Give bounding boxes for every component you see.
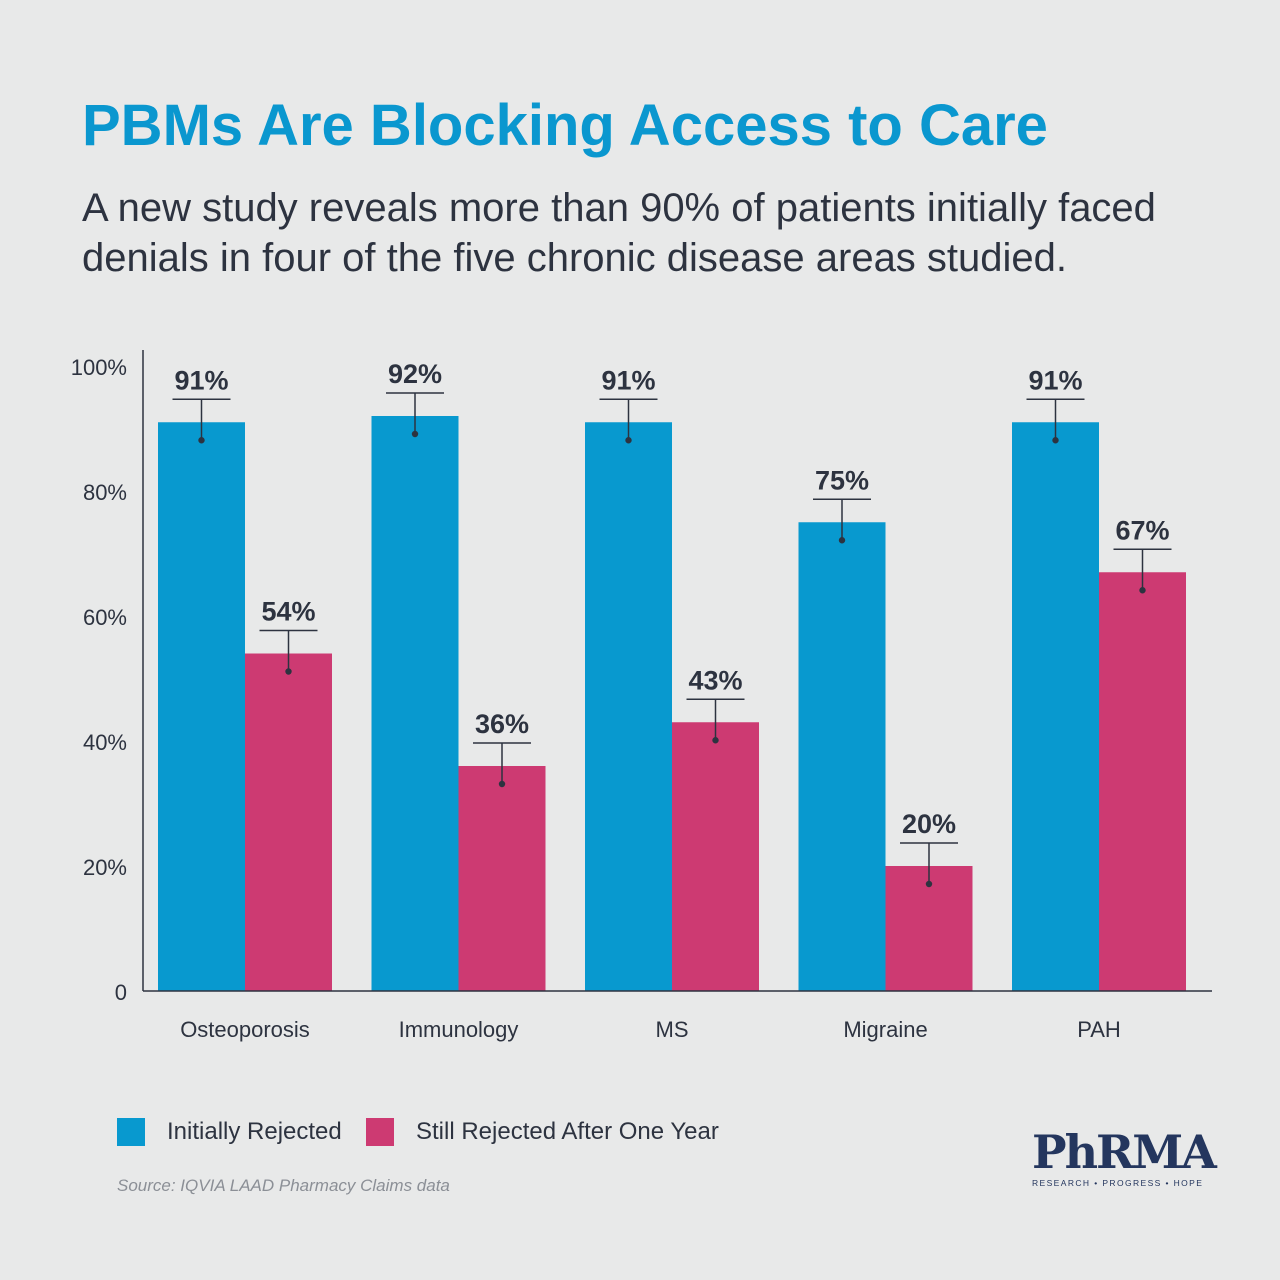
y-tick-label: 20% (83, 855, 127, 880)
bar (1099, 572, 1186, 991)
data-label: 75% (815, 465, 869, 495)
x-tick-label: Immunology (399, 1017, 519, 1042)
data-label: 36% (475, 709, 529, 739)
legend-item-still-rejected: Still Rejected After One Year (366, 1118, 719, 1146)
error-bar-point (1052, 437, 1059, 444)
data-label: 20% (902, 809, 956, 839)
legend-label: Initially Rejected (167, 1118, 342, 1145)
bar (585, 422, 672, 991)
page-title: PBMs Are Blocking Access to Care (82, 93, 1048, 158)
page-subtitle: A new study reveals more than 90% of pat… (82, 186, 1156, 280)
data-label: 91% (1028, 365, 1082, 395)
bar (1012, 422, 1099, 991)
error-bar-point (498, 780, 506, 788)
x-tick-label: Migraine (843, 1017, 927, 1042)
data-label: 91% (174, 365, 228, 395)
logo-tagline: RESEARCH • PROGRESS • HOPE (1032, 1178, 1204, 1188)
error-bar-point (1139, 587, 1146, 594)
data-label: 92% (388, 359, 442, 389)
error-bar-point (925, 880, 933, 888)
data-label: 67% (1115, 515, 1169, 545)
logo-wordmark: PhRMA (1032, 1125, 1217, 1179)
error-bar-point (838, 537, 846, 544)
phrma-logo: PhRMA RESEARCH • PROGRESS • HOPE (1032, 1125, 1217, 1188)
y-tick-label: 60% (83, 605, 127, 630)
error-bar-point (411, 430, 419, 438)
y-tick-label: 100% (71, 355, 127, 380)
x-tick-label: Osteoporosis (180, 1017, 310, 1042)
y-tick-label: 40% (83, 730, 127, 755)
x-tick-label: MS (656, 1017, 689, 1042)
error-bar-point (712, 737, 719, 744)
y-tick-label: 80% (83, 480, 127, 505)
error-bar-point (285, 668, 292, 675)
data-label: 54% (261, 597, 315, 627)
data-label: 43% (688, 665, 742, 695)
bar (158, 422, 245, 991)
error-bar-point (198, 437, 205, 444)
source-note: Source: IQVIA LAAD Pharmacy Claims data (117, 1176, 450, 1195)
bar (798, 522, 886, 991)
bar (245, 653, 332, 991)
y-tick-label: 0 (115, 980, 127, 1005)
legend-swatch-pink (366, 1118, 394, 1146)
bar (371, 416, 459, 991)
bar (672, 722, 759, 991)
bar (458, 766, 546, 991)
legend-swatch-blue (117, 1118, 145, 1146)
legend-item-initially-rejected: Initially Rejected (117, 1118, 342, 1146)
x-tick-label: PAH (1077, 1017, 1121, 1042)
legend-label: Still Rejected After One Year (416, 1118, 719, 1145)
data-label: 91% (601, 365, 655, 395)
error-bar-point (625, 437, 632, 444)
